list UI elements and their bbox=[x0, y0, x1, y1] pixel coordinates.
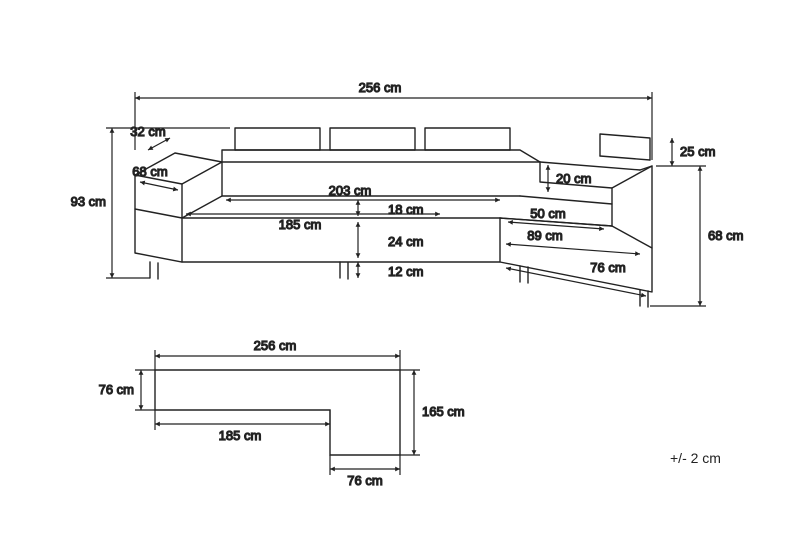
dim-seat-b: 185 cm bbox=[279, 217, 322, 232]
dim-chaise-front-w: 76 cm bbox=[590, 260, 625, 275]
sofa-perspective: 256 cm 32 cm 68 cm 203 cm 185 cm 18 cm 2… bbox=[71, 80, 744, 307]
dim-seat-cushion-h: 24 cm bbox=[388, 234, 423, 249]
sofa-plan-view: 256 cm 76 cm 185 cm 76 cm 165 cm bbox=[99, 338, 465, 488]
dim-top-width: 256 cm bbox=[359, 80, 402, 95]
tolerance-note: +/- 2 cm bbox=[670, 450, 721, 466]
plan-top-width: 256 cm bbox=[254, 338, 297, 353]
dim-right-h: 68 cm bbox=[708, 228, 743, 243]
dim-armrest-depth: 32 cm bbox=[130, 124, 165, 139]
dim-chaise-gap: 20 cm bbox=[556, 171, 591, 186]
dim-armrest-width: 68 cm bbox=[132, 164, 167, 179]
plan-left-depth: 76 cm bbox=[99, 382, 134, 397]
dim-chaise-headrest: 25 cm bbox=[680, 144, 715, 159]
dim-chaise-back-w: 89 cm bbox=[527, 228, 562, 243]
plan-bottom-right: 76 cm bbox=[347, 473, 382, 488]
dim-leg-h: 12 cm bbox=[388, 264, 423, 279]
plan-right-h: 165 cm bbox=[422, 404, 465, 419]
plan-bottom-left: 185 cm bbox=[219, 428, 262, 443]
dim-seat-a: 203 cm bbox=[329, 183, 372, 198]
dim-chaise-seat-depth: 50 cm bbox=[530, 206, 565, 221]
dim-left-h: 93 cm bbox=[71, 194, 106, 209]
dim-seat-back-h: 18 cm bbox=[388, 202, 423, 217]
